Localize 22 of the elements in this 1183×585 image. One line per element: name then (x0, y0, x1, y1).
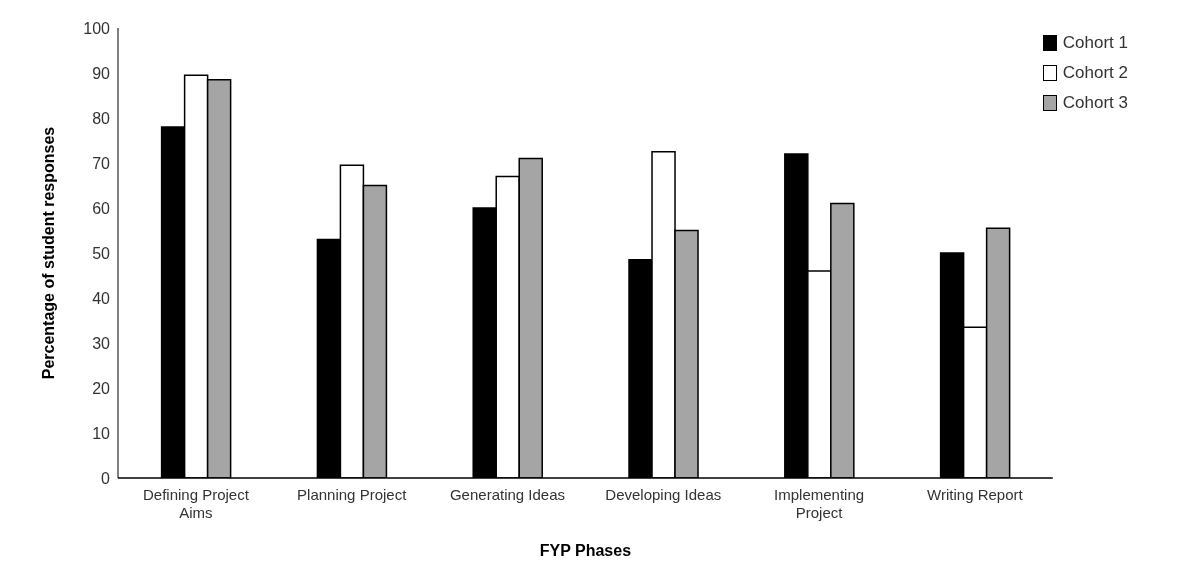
y-tick-label: 10 (92, 424, 111, 442)
y-tick-label: 20 (92, 379, 111, 397)
y-tick-label: 70 (92, 154, 111, 172)
y-tick-label: 60 (92, 199, 111, 217)
y-tick-label: 100 (83, 19, 111, 37)
y-tick-label: 30 (92, 334, 111, 352)
x-axis-title: FYP Phases (539, 542, 632, 559)
x-tick-label: Generating Ideas (449, 486, 566, 503)
y-tick-label: 0 (101, 469, 111, 487)
y-tick-label: 90 (92, 64, 111, 82)
y-tick-label: 80 (92, 109, 111, 127)
legend-label: Cohort 3 (1061, 92, 1128, 114)
y-tick-label: 40 (92, 289, 111, 307)
x-tick-label: Developing Ideas (605, 486, 722, 503)
x-tick-label: Writing Report (927, 486, 1024, 503)
x-tick-label: Defining Project Aims (142, 486, 250, 521)
y-axis-title: Percentage of student responses (39, 126, 57, 380)
legend-label: Cohort 1 (1061, 32, 1128, 54)
y-tick-label: 50 (92, 244, 111, 262)
x-tick-label: Planning Project (297, 486, 408, 503)
x-tick-label: Implementing Project (774, 486, 865, 521)
legend-label: Cohort 2 (1061, 62, 1128, 84)
